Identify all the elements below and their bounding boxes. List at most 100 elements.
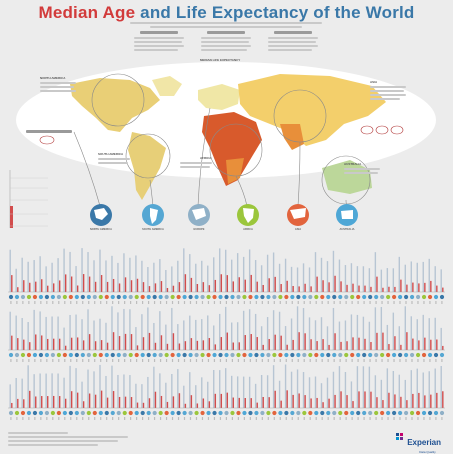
country-flag	[308, 352, 313, 358]
country-life-bar	[171, 307, 173, 350]
country-life-bar	[356, 266, 359, 292]
country-median-bar	[424, 282, 426, 292]
country-life-bar	[195, 263, 197, 292]
country-life-bar	[392, 370, 395, 408]
country-life-bar	[362, 266, 365, 292]
country-life-bar	[9, 311, 11, 350]
country-median-bar	[124, 396, 127, 408]
country-life-bar	[99, 364, 101, 408]
country-life-bar	[242, 376, 245, 408]
country-flag	[158, 410, 163, 416]
country-life-bar	[99, 318, 101, 350]
country-label-stub	[112, 359, 114, 362]
country-median-bar	[340, 391, 342, 408]
country-flag	[182, 294, 187, 300]
country-flag	[44, 294, 50, 300]
country-median-bar	[280, 284, 282, 292]
country-flag	[290, 410, 295, 416]
country-life-bar	[69, 251, 71, 292]
country-median-bar	[268, 278, 270, 292]
country-median-bar	[196, 284, 199, 292]
country-flag	[356, 410, 361, 416]
country-label-stub	[309, 359, 311, 362]
country-label-stub	[153, 417, 156, 420]
country-median-bar	[310, 339, 312, 350]
country-life-bar	[260, 374, 263, 408]
country-life-bar	[398, 256, 401, 292]
country-label-stub	[435, 417, 437, 420]
country-median-bar	[106, 342, 109, 350]
country-flag	[152, 410, 157, 416]
country-flag	[20, 410, 26, 416]
country-label-stub	[405, 359, 407, 362]
country-life-bar	[302, 308, 305, 350]
country-label-stub	[243, 359, 245, 362]
country-label-stub	[159, 301, 162, 304]
country-life-bar	[135, 255, 137, 292]
country-life-bar	[225, 306, 227, 350]
country-life-bar	[368, 321, 371, 350]
country-label-stub	[94, 359, 96, 362]
country-label-stub	[213, 417, 216, 420]
country-label-stub	[112, 301, 114, 304]
country-label-stub	[225, 301, 228, 304]
country-median-bar	[406, 284, 408, 292]
country-flag	[200, 352, 205, 358]
country-life-bar	[21, 378, 23, 408]
country-flag	[104, 294, 109, 300]
country-flag	[242, 410, 247, 416]
country-life-bar	[105, 375, 107, 408]
country-label-stub	[219, 417, 222, 420]
country-life-bar	[141, 260, 143, 292]
country-flag	[350, 352, 355, 358]
country-flag	[308, 410, 313, 416]
country-median-bar	[112, 391, 115, 408]
country-label-stub	[363, 359, 365, 362]
country-median-bar	[11, 275, 13, 292]
country-median-bar	[328, 282, 330, 292]
country-life-bar	[284, 258, 287, 292]
country-label-stub	[357, 359, 359, 362]
country-flag	[104, 410, 109, 416]
bar-chart-key	[8, 168, 68, 230]
country-life-bar	[201, 377, 203, 408]
country-flag	[409, 410, 415, 416]
country-median-bar	[106, 281, 109, 292]
country-median-bar	[292, 394, 294, 408]
country-life-bar	[51, 316, 53, 350]
country-flag	[194, 352, 199, 358]
country-flag	[421, 352, 427, 358]
country-label-stub	[375, 359, 377, 362]
country-life-bar	[308, 317, 311, 350]
country-flag	[158, 352, 163, 358]
country-flag	[260, 352, 265, 358]
country-label-stub	[399, 301, 401, 304]
note-label-africa: AFRICA	[200, 156, 212, 160]
country-median-bar	[88, 393, 91, 408]
country-flag	[128, 410, 133, 416]
country-median-bar	[250, 334, 252, 350]
country-flag	[356, 352, 361, 358]
country-flag	[20, 294, 26, 300]
country-median-bar	[256, 281, 258, 292]
country-median-bar	[118, 396, 121, 408]
country-flag	[146, 410, 151, 416]
country-life-bar	[278, 263, 281, 292]
country-life-bar	[398, 374, 401, 408]
note-label-australia: AUSTRALIA	[344, 162, 362, 166]
country-flag	[224, 410, 229, 416]
country-median-bar	[160, 395, 163, 408]
country-flag	[86, 294, 91, 300]
country-label-stub	[201, 301, 204, 304]
country-label-stub	[279, 359, 281, 362]
country-life-bar	[135, 383, 137, 408]
country-life-bar	[39, 256, 41, 292]
country-life-bar	[260, 265, 263, 292]
country-life-bar	[117, 312, 119, 350]
country-flag	[188, 352, 193, 358]
country-life-bar	[266, 317, 269, 350]
country-label-stub	[267, 301, 269, 304]
country-median-bar	[292, 286, 294, 292]
country-label-stub	[243, 301, 245, 304]
country-label-stub	[34, 359, 36, 362]
